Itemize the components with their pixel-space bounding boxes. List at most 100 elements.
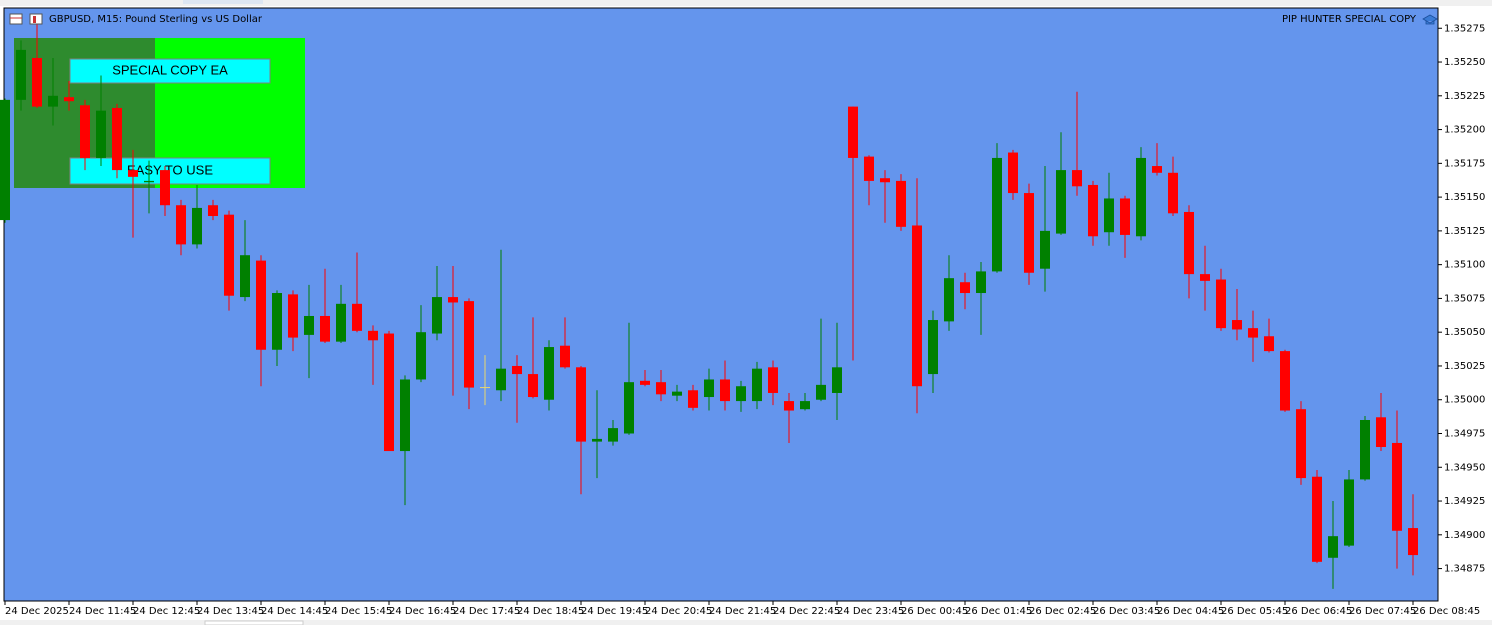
candle-body bbox=[576, 367, 586, 442]
x-tick-label: 26 Dec 02:45 bbox=[1029, 606, 1096, 617]
x-tick-label: 24 Dec 14:45 bbox=[261, 606, 328, 617]
candle-body bbox=[1344, 479, 1354, 546]
button-label[interactable]: SPECIAL COPY EA bbox=[112, 62, 228, 77]
candle-body bbox=[1104, 198, 1114, 233]
x-tick-label: 24 Dec 11:45 bbox=[69, 606, 136, 617]
y-tick-label: 1.35025 bbox=[1444, 361, 1485, 372]
x-tick-label: 24 Dec 20:45 bbox=[645, 606, 712, 617]
candle-body bbox=[544, 347, 554, 400]
candle-body bbox=[768, 367, 778, 393]
candle-body bbox=[368, 330, 378, 341]
candle-body bbox=[384, 333, 394, 452]
x-tick-label: 24 Dec 12:45 bbox=[133, 606, 200, 617]
icon bbox=[1422, 14, 1438, 25]
candle-body bbox=[560, 345, 570, 368]
x-tick-label: 26 Dec 08:45 bbox=[1413, 606, 1480, 617]
candle-body bbox=[1120, 198, 1130, 235]
x-tick-label: 24 Dec 17:45 bbox=[453, 606, 520, 617]
candle-body bbox=[224, 214, 234, 296]
candle-body bbox=[672, 391, 682, 396]
y-tick-label: 1.35125 bbox=[1444, 226, 1485, 237]
candle-body bbox=[960, 282, 970, 294]
y-tick-label: 1.35075 bbox=[1444, 293, 1485, 304]
candle-body bbox=[96, 110, 106, 158]
candle-body bbox=[1072, 170, 1082, 187]
button-label[interactable]: EASY TO USE bbox=[127, 162, 213, 177]
candle-body bbox=[928, 320, 938, 375]
candle-body bbox=[1040, 230, 1050, 269]
candle-body bbox=[720, 379, 730, 402]
icon bbox=[9, 13, 23, 25]
candle-body bbox=[464, 301, 474, 388]
candle-body bbox=[288, 294, 298, 338]
candle-body bbox=[112, 107, 122, 171]
candle-body bbox=[1168, 172, 1178, 214]
candle-body bbox=[400, 379, 410, 452]
candle-body bbox=[1376, 417, 1386, 448]
x-tick-label: 26 Dec 06:45 bbox=[1285, 606, 1352, 617]
y-tick-label: 1.35275 bbox=[1444, 23, 1485, 34]
candle-body bbox=[784, 401, 794, 411]
x-tick-label: 24 Dec 16:45 bbox=[389, 606, 456, 617]
candle-body bbox=[800, 401, 810, 410]
candle-body bbox=[208, 205, 218, 217]
candle-body bbox=[1408, 528, 1418, 556]
candle-body bbox=[608, 428, 618, 442]
candle-body bbox=[1296, 409, 1306, 479]
y-tick-label: 1.35000 bbox=[1444, 395, 1485, 406]
candle-body bbox=[1088, 184, 1098, 237]
y-tick-label: 1.34900 bbox=[1444, 530, 1485, 541]
candle-body bbox=[1392, 442, 1402, 531]
x-tick-label: 26 Dec 00:45 bbox=[901, 606, 968, 617]
candle-body bbox=[832, 367, 842, 393]
x-tick-label: 24 Dec 22:45 bbox=[773, 606, 840, 617]
x-tick-label: 24 Dec 15:45 bbox=[325, 606, 392, 617]
candle-body bbox=[944, 278, 954, 322]
candle-body bbox=[656, 382, 666, 395]
candle-body bbox=[16, 49, 26, 100]
candle-body bbox=[816, 384, 826, 400]
candle-body bbox=[1280, 351, 1290, 411]
candle-body bbox=[304, 315, 314, 335]
chart-title: GBPUSD, M15: Pound Sterling vs US Dollar bbox=[49, 14, 263, 25]
candle-body bbox=[1216, 279, 1226, 329]
y-tick-label: 1.35050 bbox=[1444, 327, 1485, 338]
y-tick-label: 1.35150 bbox=[1444, 192, 1485, 203]
button[interactable] bbox=[69, 58, 271, 84]
candle-body bbox=[160, 170, 170, 206]
candle-body bbox=[1232, 320, 1242, 330]
candle-body bbox=[256, 260, 266, 350]
candle-body bbox=[992, 157, 1002, 272]
y-tick-label: 1.35225 bbox=[1444, 91, 1485, 102]
x-tick-label: 26 Dec 01:45 bbox=[965, 606, 1032, 617]
x-tick-label: 24 Dec 13:45 bbox=[197, 606, 264, 617]
x-tick-label: 26 Dec 03:45 bbox=[1093, 606, 1160, 617]
toolbar-strip bbox=[0, 0, 1492, 6]
candle-body bbox=[704, 379, 714, 398]
candle-body bbox=[528, 374, 538, 398]
candle-body bbox=[1360, 419, 1370, 480]
candle-body bbox=[448, 297, 458, 303]
candle-body bbox=[320, 315, 330, 342]
candle-body bbox=[976, 271, 986, 294]
candle-body bbox=[880, 178, 890, 183]
candle-body bbox=[1264, 336, 1274, 352]
toolbar-tab bbox=[183, 0, 263, 4]
candle-body bbox=[752, 368, 762, 402]
candle-body bbox=[1312, 476, 1322, 562]
candles bbox=[0, 14, 1418, 589]
candle-body bbox=[1024, 193, 1034, 273]
candle-body bbox=[640, 380, 650, 385]
candle-body bbox=[912, 225, 922, 387]
x-tick-label: 24 Dec 18:45 bbox=[517, 606, 584, 617]
candle-body bbox=[32, 57, 42, 107]
y-tick-label: 1.35200 bbox=[1444, 125, 1485, 136]
scroll-strip bbox=[0, 620, 1492, 625]
y-tick-label: 1.34925 bbox=[1444, 496, 1485, 507]
y-tick-label: 1.34875 bbox=[1444, 564, 1485, 575]
candle-body bbox=[144, 180, 154, 183]
candle-body bbox=[1008, 152, 1018, 194]
candle-body bbox=[192, 207, 202, 245]
x-tick-label: 24 Dec 2025 bbox=[5, 606, 69, 617]
